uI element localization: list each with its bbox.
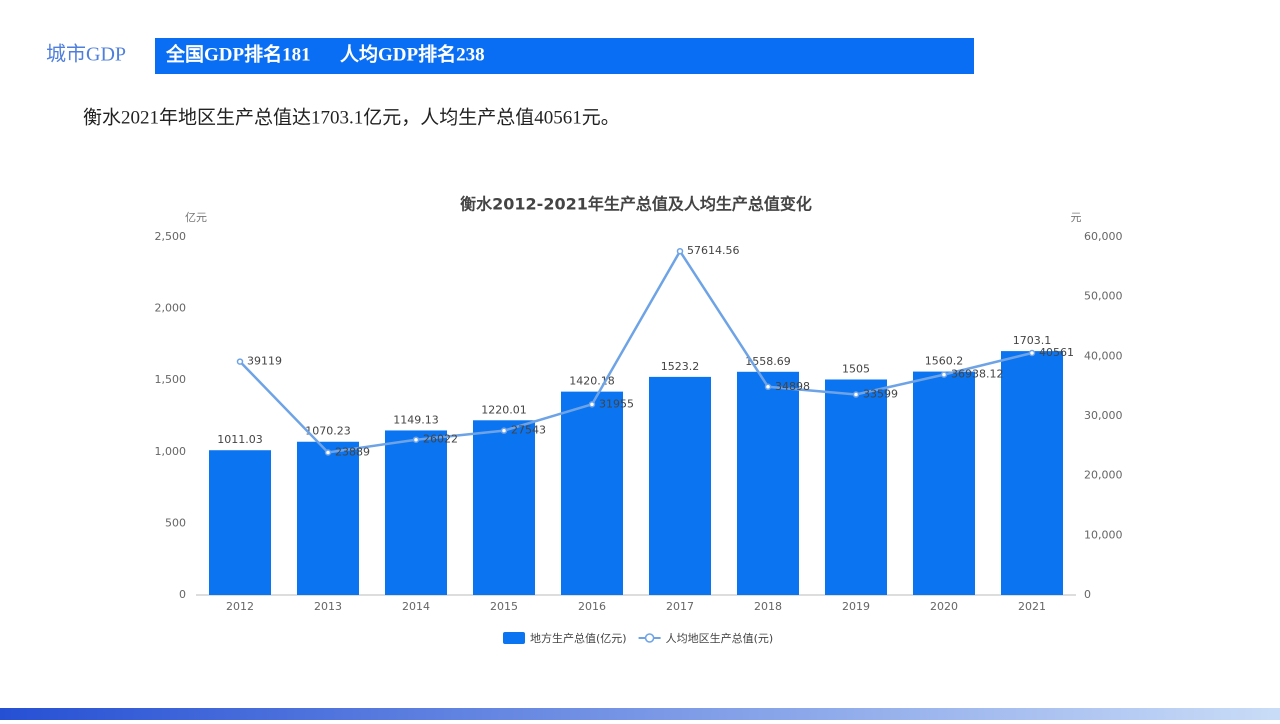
bar xyxy=(737,371,799,595)
bar xyxy=(825,379,887,595)
line-point xyxy=(676,247,684,255)
description: 衡水2021年地区生产总值达1703.1亿元，人均生产总值40561元。 xyxy=(83,106,620,128)
bar xyxy=(473,420,535,595)
national-rank: 全国GDP排名181 xyxy=(165,42,311,65)
line-point xyxy=(412,436,420,443)
y-tick-label: 2,000 xyxy=(155,302,187,315)
y2-tick-label: 0 xyxy=(1084,588,1091,601)
y-tick-label: 1,500 xyxy=(155,373,187,386)
line-value-label: 34898 xyxy=(775,380,810,393)
line-value-label: 36938.12 xyxy=(951,368,1004,381)
line-point xyxy=(1028,349,1036,357)
bar xyxy=(561,391,623,595)
legend-label: 地方生产总值(亿元) xyxy=(530,631,627,645)
y-tick-label: 500 xyxy=(165,516,186,529)
y-axis-label: 亿元 xyxy=(185,211,207,224)
x-tick-label: 2013 xyxy=(314,600,342,613)
bar-value-label: 1703.1 xyxy=(1013,334,1052,347)
line-value-label: 40561 xyxy=(1039,346,1074,359)
legend-swatch xyxy=(644,633,655,643)
line-value-label: 57614.56 xyxy=(687,244,740,257)
x-tick-label: 2012 xyxy=(226,600,254,613)
line-point xyxy=(940,371,948,378)
bar xyxy=(297,441,359,595)
line-value-label: 39119 xyxy=(247,355,282,368)
bar-value-label: 1070.23 xyxy=(305,425,351,438)
x-tick-label: 2017 xyxy=(666,600,694,613)
line xyxy=(239,248,1033,454)
y2-tick-label: 20,000 xyxy=(1084,469,1123,482)
bar xyxy=(209,450,271,595)
x-tick-label: 2019 xyxy=(842,600,870,613)
line-value-label: 31955 xyxy=(599,397,634,410)
y2-tick-label: 40,000 xyxy=(1084,349,1123,362)
x-tick-label: 2015 xyxy=(490,600,518,613)
bar-value-label: 1220.01 xyxy=(481,403,527,416)
y2-tick-label: 10,000 xyxy=(1084,528,1123,541)
bar-value-label: 1011.03 xyxy=(217,433,263,446)
y-tick-label: 0 xyxy=(179,588,186,601)
line-point xyxy=(236,358,244,365)
line-point xyxy=(852,391,860,398)
x-tick-label: 2016 xyxy=(578,600,606,613)
line-point xyxy=(588,401,596,408)
bar xyxy=(385,430,447,595)
line-point xyxy=(500,427,508,434)
bar-value-label: 1523.2 xyxy=(661,360,700,373)
x-tick-label: 2018 xyxy=(754,600,782,613)
x-tick-label: 2020 xyxy=(930,600,958,613)
bar-value-label: 1558.69 xyxy=(745,355,791,368)
y2-tick-label: 60,000 xyxy=(1084,230,1123,243)
y-tick-label: 2,500 xyxy=(155,230,187,243)
header-band xyxy=(155,38,974,74)
line-value-label: 23889 xyxy=(335,445,370,458)
bar-value-label: 1505 xyxy=(842,362,870,375)
bar xyxy=(913,371,975,595)
x-tick-label: 2014 xyxy=(402,600,430,613)
line-point xyxy=(324,449,332,456)
chart-title: 衡水2012-2021年生产总值及人均生产总值变化 xyxy=(460,195,812,214)
line-point xyxy=(764,383,772,391)
per-capita-rank: 人均GDP排名238 xyxy=(340,42,485,65)
y2-tick-label: 30,000 xyxy=(1084,409,1123,422)
section-label: 城市GDP xyxy=(46,43,126,66)
legend-swatch xyxy=(503,632,525,644)
line-value-label: 26022 xyxy=(423,433,458,446)
y2-tick-label: 50,000 xyxy=(1084,290,1123,303)
x-tick-label: 2021 xyxy=(1018,600,1046,613)
bar-value-label: 1560.2 xyxy=(925,355,964,368)
legend-label: 人均地区生产总值(元) xyxy=(666,631,774,645)
bar xyxy=(649,376,711,595)
line-value-label: 27543 xyxy=(511,424,546,437)
bar xyxy=(1001,351,1063,595)
y-tick-label: 1,000 xyxy=(155,445,187,458)
bar-value-label: 1149.13 xyxy=(393,413,439,426)
footer-band xyxy=(0,708,1280,720)
line-value-label: 33599 xyxy=(863,388,898,401)
y2-axis-label: 元 xyxy=(1071,211,1082,224)
